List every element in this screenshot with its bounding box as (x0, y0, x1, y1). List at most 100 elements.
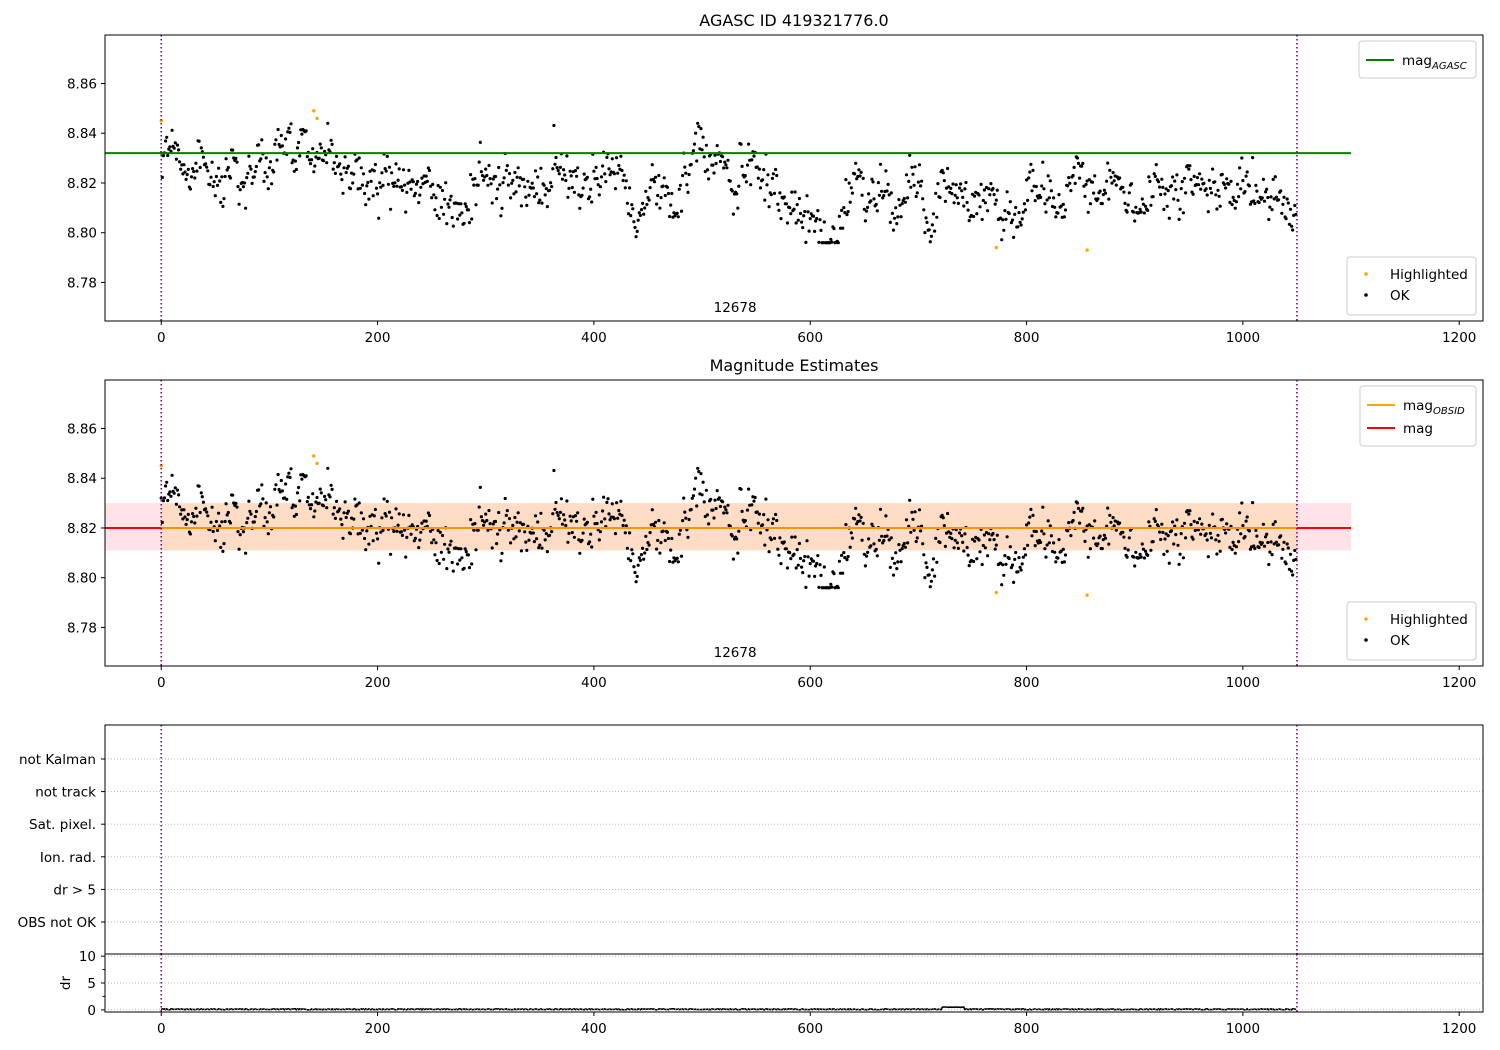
plot-area: 8.788.808.828.848.860 200 400 600 800 1000 120… (67, 379, 1484, 691)
data-point (1284, 562, 1288, 566)
data-point (234, 156, 238, 160)
data-point (965, 545, 969, 550)
data-point (495, 197, 499, 201)
data-point (1164, 532, 1168, 536)
data-point (1238, 511, 1242, 515)
x-tick-label: 1200 (1442, 675, 1476, 691)
data-point (1005, 190, 1009, 194)
data-point (1044, 555, 1048, 559)
flag-label: not Kalman (19, 752, 96, 768)
data-point (1208, 531, 1212, 536)
data-point (903, 200, 908, 204)
data-point (1140, 197, 1144, 201)
data-point (1073, 181, 1077, 185)
data-point (1166, 189, 1170, 193)
data-point (1031, 513, 1035, 518)
data-point (650, 163, 654, 167)
data-point (620, 168, 624, 173)
data-point (730, 189, 734, 193)
data-point (1053, 550, 1057, 554)
data-point (1126, 203, 1130, 207)
data-point (359, 511, 363, 515)
y-tick-label: 8.80 (67, 226, 97, 242)
data-point (1293, 203, 1297, 208)
data-point (592, 514, 596, 518)
data-point (259, 157, 263, 161)
data-point (966, 208, 970, 212)
data-point (950, 192, 954, 196)
data-point (414, 182, 419, 186)
data-point (756, 521, 760, 525)
data-point (429, 529, 433, 533)
data-point (413, 536, 417, 541)
data-point (1291, 573, 1295, 577)
data-point (920, 179, 924, 183)
data-point (731, 557, 736, 561)
data-point (390, 171, 394, 175)
data-point (1092, 191, 1096, 195)
data-point (793, 535, 797, 539)
data-point (238, 533, 242, 537)
data-point (1026, 543, 1030, 548)
data-point (889, 191, 893, 195)
legend-marker (1364, 638, 1368, 642)
data-point (1173, 179, 1177, 183)
data-point (788, 551, 792, 555)
data-point (1192, 519, 1196, 524)
data-point (885, 534, 889, 538)
data-point (376, 192, 380, 196)
data-point (897, 543, 901, 547)
data-point (346, 164, 350, 168)
data-point (1260, 196, 1264, 200)
data-point (1184, 191, 1188, 195)
data-point (924, 216, 928, 220)
data-point (853, 517, 857, 521)
data-point (1163, 192, 1167, 196)
data-point (615, 156, 619, 160)
data-point (556, 168, 560, 173)
data-point (317, 501, 321, 505)
data-point (535, 192, 539, 196)
data-point (665, 185, 670, 189)
data-point (737, 529, 741, 533)
data-point (811, 214, 816, 218)
data-point (448, 543, 452, 547)
data-point (722, 511, 726, 515)
data-point (376, 537, 380, 541)
data-point (367, 542, 371, 546)
data-point (580, 193, 584, 197)
data-point (1042, 187, 1046, 191)
data-point (548, 188, 552, 192)
data-point (573, 514, 578, 518)
x-tick-label: 600 (797, 675, 823, 691)
data-point (887, 193, 891, 197)
y-tick-label: 8.78 (67, 275, 97, 291)
data-point (575, 519, 579, 523)
data-point (268, 505, 273, 509)
data-point (849, 531, 853, 535)
data-point (321, 504, 326, 508)
data-point (1162, 207, 1166, 211)
data-point (394, 162, 398, 166)
data-point (1141, 547, 1145, 551)
data-point (1034, 529, 1038, 534)
highlighted-point (159, 119, 163, 123)
data-point (830, 240, 834, 244)
x-tick-label: 1000 (1226, 675, 1260, 691)
axes-frame (104, 953, 1484, 1013)
data-point (1067, 176, 1071, 180)
data-point (917, 163, 922, 167)
data-point (704, 488, 709, 492)
data-point (1245, 170, 1249, 174)
data-point (886, 182, 890, 186)
data-point (435, 213, 439, 218)
data-point (1071, 518, 1075, 523)
data-point (333, 171, 337, 175)
data-point (522, 177, 526, 181)
data-point (822, 220, 826, 224)
flag-label: OBS not OK (18, 915, 98, 931)
data-point (885, 189, 889, 193)
data-point (1149, 203, 1153, 207)
data-point (177, 148, 181, 152)
data-point (517, 529, 521, 533)
